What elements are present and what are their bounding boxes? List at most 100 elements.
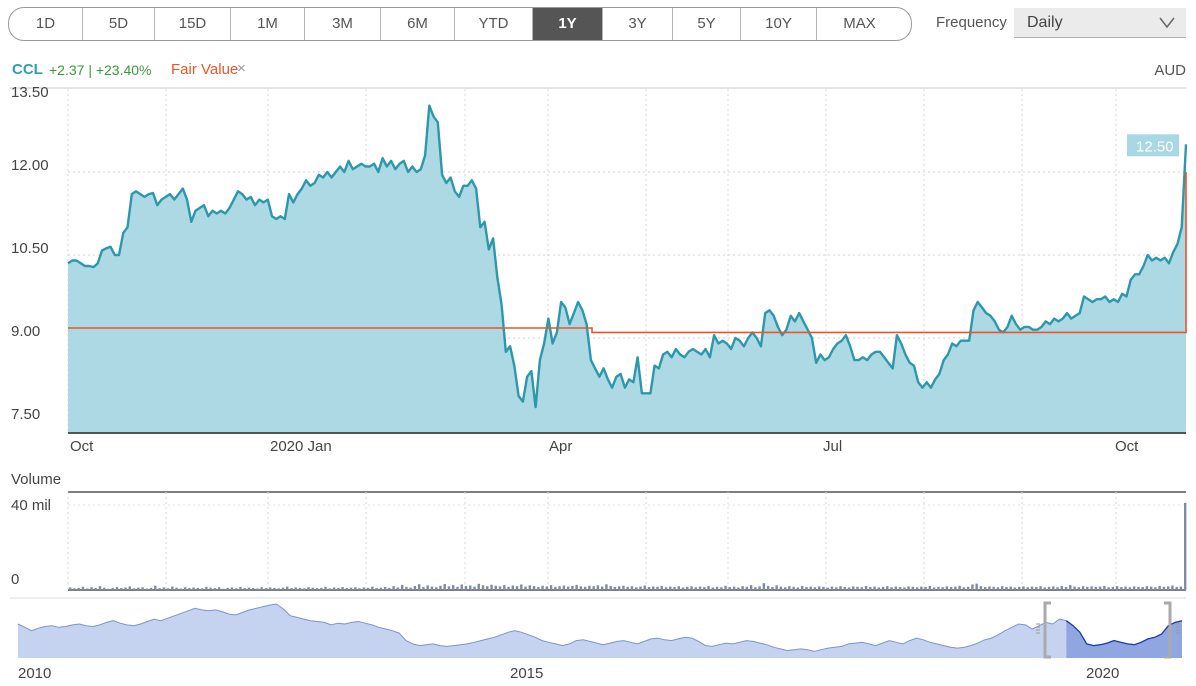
volume-bar (1120, 587, 1123, 590)
price-y-tick-label: 10.50 (11, 240, 49, 257)
volume-bar (324, 586, 327, 590)
range-button-max[interactable]: MAX (843, 15, 876, 32)
volume-bar (366, 587, 370, 590)
volume-bar (358, 588, 361, 590)
range-button-3y[interactable]: 3Y (603, 8, 673, 40)
volume-bar (775, 585, 778, 590)
volume-bar (1124, 586, 1127, 590)
volume-bar (90, 587, 93, 590)
volume-bar (703, 587, 706, 590)
range-button-1d[interactable]: 1D (9, 8, 83, 40)
volume-bar (251, 587, 255, 590)
volume-bar (473, 586, 476, 590)
navigator-x-tick-label: 2015 (510, 665, 543, 682)
range-button-6m[interactable]: 6M (381, 8, 455, 40)
volume-bar (264, 588, 268, 590)
volume-bar (409, 587, 412, 590)
range-button-ytd[interactable]: YTD (455, 8, 533, 40)
close-icon[interactable]: × (237, 60, 246, 77)
volume-bar (1111, 586, 1115, 590)
volume-bar (528, 585, 532, 590)
volume-bar (183, 587, 187, 590)
price-y-tick-label: 7.50 (11, 406, 40, 423)
volume-bar (830, 586, 834, 590)
volume-bar (945, 586, 949, 590)
volume-bar (681, 587, 685, 590)
volume-bar (303, 588, 306, 590)
volume-bar (162, 587, 166, 590)
volume-bar (379, 587, 383, 590)
volume-bar (617, 586, 621, 590)
volume-bar (81, 586, 85, 590)
price-y-tick-label: 13.50 (11, 84, 49, 101)
volume-bar (652, 586, 655, 590)
range-button-1m[interactable]: 1M (231, 8, 305, 40)
volume-bar (1128, 587, 1132, 590)
volume-bar (698, 586, 702, 590)
volume-bar (464, 585, 468, 590)
volume-bar (426, 585, 429, 590)
price-x-tick-label: Oct (1115, 438, 1139, 455)
volume-bar (1094, 587, 1098, 590)
volume-bar (754, 587, 757, 590)
volume-bar (490, 584, 493, 590)
volume-bar (975, 583, 978, 590)
price-x-tick-label: 2020 Jan (270, 438, 332, 455)
range-button-5d[interactable]: 5D (83, 8, 155, 40)
volume-bar (613, 587, 617, 590)
volume-bar (332, 587, 336, 590)
volume-bar (571, 585, 574, 590)
volume-bar (558, 586, 561, 590)
fair-value-legend[interactable]: Fair Value (171, 61, 239, 78)
volume-bar (583, 586, 587, 590)
volume-bar (69, 587, 72, 590)
volume-bar (562, 585, 566, 590)
volume-bar (137, 587, 140, 590)
navigator-line (17, 603, 1183, 652)
volume-bar (537, 587, 540, 590)
volume-bar (673, 587, 676, 590)
range-button-15d[interactable]: 15D (155, 8, 231, 40)
price-x-tick-label: Jul (823, 438, 842, 455)
volume-bar (1081, 586, 1085, 590)
volume-bar (243, 588, 246, 590)
range-button-3m[interactable]: 3M (305, 8, 381, 40)
volume-bar (315, 588, 319, 590)
volume-bar (1166, 586, 1170, 590)
volume-bar (1107, 587, 1110, 590)
volume-bar (1115, 586, 1119, 590)
volume-bar (1171, 585, 1174, 590)
range-button-5y[interactable]: 5Y (673, 8, 741, 40)
volume-bar (588, 585, 591, 590)
volume-bar (94, 588, 97, 590)
volume-bar (813, 587, 817, 590)
volume-bar (890, 587, 893, 590)
volume-bar (477, 583, 480, 590)
volume-bar (932, 587, 936, 590)
volume-bar (1158, 585, 1161, 590)
volume-bar (98, 586, 102, 590)
volume-bar (745, 586, 749, 590)
range-button-10y[interactable]: 10Y (741, 8, 817, 40)
volume-bar (175, 587, 178, 590)
volume-bar (643, 585, 646, 590)
volume-bar (937, 586, 940, 590)
volume-bar (792, 586, 795, 590)
volume-bar (694, 587, 697, 590)
frequency-dropdown[interactable]: Daily (1014, 8, 1186, 38)
volume-bar (737, 587, 740, 590)
volume-bar (609, 585, 612, 590)
volume-bar (1018, 586, 1021, 590)
volume-bar (269, 587, 272, 590)
volume-bar (800, 585, 804, 590)
volume-bar (711, 587, 715, 590)
range-button-1y[interactable]: 1Y (533, 8, 603, 40)
volume-bar (349, 587, 353, 590)
volume-bar (154, 585, 157, 590)
volume-bar (656, 586, 659, 590)
price-area (68, 105, 1186, 432)
volume-bar (660, 585, 663, 590)
volume-bar (545, 586, 549, 590)
volume-bar (158, 588, 161, 590)
volume-bar (73, 588, 76, 590)
